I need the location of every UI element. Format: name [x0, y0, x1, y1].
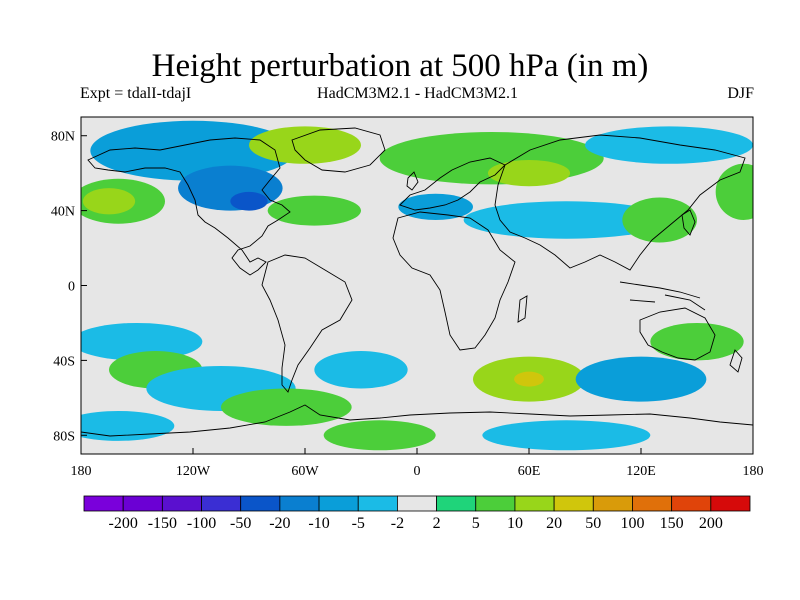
- colorbar-swatch: [632, 495, 673, 512]
- anomaly-region: [249, 126, 361, 164]
- colorbar-swatch: [240, 495, 281, 512]
- x-tick-label: 60W: [291, 464, 319, 479]
- colorbar-swatch: [592, 495, 633, 512]
- colorbar-label: 10: [507, 515, 523, 532]
- coastline-madagascar: [517, 295, 528, 323]
- anomaly-region: [81, 410, 175, 441]
- colorbar-swatch: [397, 495, 437, 512]
- coastline-asia: [494, 134, 746, 271]
- anomaly-region: [487, 160, 571, 187]
- colorbar-label: 150: [660, 515, 684, 532]
- anomaly-region: [314, 351, 408, 389]
- colorbar-label: 2: [433, 515, 441, 532]
- x-tick-label: 120E: [626, 464, 656, 479]
- colorbar-label: 200: [699, 515, 723, 532]
- coastline-africa: [392, 211, 516, 351]
- coastline-greenland: [291, 127, 386, 173]
- anomaly-region: [575, 356, 707, 402]
- colorbar-label: -50: [230, 515, 251, 532]
- plot-title: Height perturbation at 500 hPa (in m): [151, 48, 649, 84]
- map-panel: 180 120W 60W 0 60E 120E 180 80N 40N 0 40S 80S: [51, 116, 764, 479]
- anomaly-region: [715, 163, 753, 220]
- season-label: DJF: [727, 85, 754, 102]
- anomaly-layer: [81, 120, 753, 451]
- y-tick-label: 0: [68, 280, 75, 295]
- anomaly-region: [178, 165, 283, 211]
- anomaly-region: [323, 420, 436, 451]
- coastline-maritime-asia: [619, 281, 706, 311]
- colorbar-label: 5: [472, 515, 480, 532]
- coastlines: [81, 127, 753, 437]
- anomaly-region: [463, 201, 669, 239]
- colorbar-swatch: [83, 495, 124, 512]
- colorbar-swatch: [279, 495, 320, 512]
- colorbar-swatch: [671, 495, 712, 512]
- experiment-label: Expt = tdalI-tdajI: [80, 85, 192, 102]
- anomaly-region: [482, 420, 651, 451]
- anomaly-region: [514, 371, 544, 387]
- coastline-antarctica: [81, 404, 753, 437]
- colorbar-swatch: [514, 495, 555, 512]
- anomaly-region: [221, 388, 352, 426]
- coastline-japan: [681, 209, 696, 236]
- colorbar-label: -20: [269, 515, 290, 532]
- colorbar-swatch: [553, 495, 594, 512]
- y-axis-ticks: 80N 40N 0 40S 80S: [51, 130, 87, 444]
- y-tick-label: 80N: [51, 130, 75, 145]
- y-tick-label: 80S: [53, 429, 75, 444]
- colorbar-label: -2: [391, 515, 404, 532]
- colorbar-label: 50: [585, 515, 601, 532]
- model-label: HadCM3M2.1 - HadCM3M2.1: [317, 85, 518, 102]
- colorbar-swatch: [318, 495, 359, 512]
- colorbar-swatch: [161, 495, 202, 512]
- colorbar-swatch: [357, 495, 398, 512]
- colorbar-label: -150: [148, 515, 177, 532]
- coastline-north-america: [87, 137, 291, 276]
- anomaly-region: [82, 188, 136, 215]
- colorbar-label: -10: [308, 515, 329, 532]
- coastline-europe: [399, 157, 506, 211]
- colorbar-swatch: [122, 495, 163, 512]
- colorbar-swatch: [710, 495, 751, 512]
- x-tick-label: 180: [743, 464, 764, 479]
- anomaly-region: [90, 120, 296, 181]
- coastline-uk: [406, 171, 419, 191]
- coastline-south-america: [261, 254, 353, 393]
- anomaly-region: [622, 197, 698, 243]
- colorbar-label: -100: [187, 515, 216, 532]
- x-tick-label: 180: [71, 464, 92, 479]
- x-axis-ticks: 180 120W 60W 0 60E 120E 180: [71, 448, 764, 479]
- anomaly-region: [650, 322, 744, 361]
- colorbar: -200 -150 -100 -50 -20 -10 -5 -2 2 5 10 20 50 100 150 2…: [83, 495, 751, 532]
- anomaly-region: [230, 191, 268, 211]
- colorbar-label: -5: [352, 515, 365, 532]
- colorbar-swatch: [436, 495, 477, 512]
- x-tick-label: 60E: [518, 464, 541, 479]
- colorbar-label: -200: [109, 515, 138, 532]
- y-tick-label: 40N: [51, 205, 75, 220]
- colorbar-label: 100: [620, 515, 644, 532]
- y-tick-label: 40S: [53, 354, 75, 369]
- colorbar-swatch: [475, 495, 516, 512]
- anomaly-region: [585, 126, 753, 164]
- anomaly-region: [267, 195, 362, 226]
- coastline-australia: [639, 307, 716, 361]
- x-tick-label: 120W: [176, 464, 211, 479]
- colorbar-swatch: [201, 495, 242, 512]
- colorbar-label: 20: [546, 515, 562, 532]
- anomaly-region: [81, 322, 203, 361]
- x-tick-label: 0: [414, 464, 421, 479]
- coastline-new-zealand: [729, 349, 743, 373]
